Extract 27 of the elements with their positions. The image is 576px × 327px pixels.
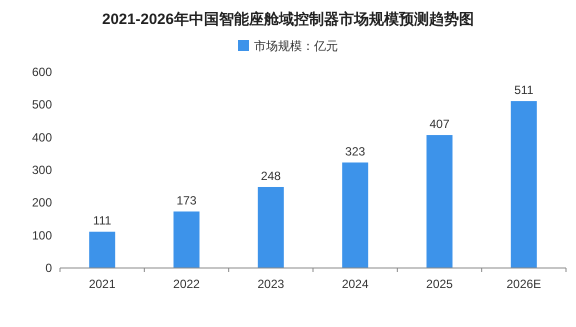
data-label: 511 <box>514 83 534 98</box>
bar <box>342 162 368 268</box>
y-tick-label: 300 <box>32 163 52 177</box>
y-tick-label: 400 <box>32 130 52 144</box>
bar <box>174 211 200 268</box>
x-tick-label: 2026E <box>506 277 542 291</box>
x-tick-label: 2024 <box>342 277 369 291</box>
y-tick-label: 600 <box>32 65 52 79</box>
x-tick-label: 2022 <box>173 277 200 291</box>
y-tick-label: 100 <box>32 228 52 242</box>
data-label: 111 <box>93 214 112 228</box>
x-tick-label: 2021 <box>88 277 116 291</box>
bar <box>258 186 284 268</box>
data-label: 173 <box>176 193 197 208</box>
x-tick-label: 2023 <box>257 277 285 291</box>
chart-title: 2021-2026年中国智能座舱域控制器市场规模预测趋势图 <box>102 10 474 28</box>
data-label: 323 <box>345 144 366 158</box>
y-tick-label: 500 <box>32 98 52 112</box>
bar <box>426 135 452 268</box>
x-tick-label: 2025 <box>426 277 454 291</box>
data-label: 248 <box>260 168 282 183</box>
bar <box>510 101 537 268</box>
data-label: 407 <box>429 117 450 132</box>
y-tick-label: 200 <box>32 196 52 210</box>
bar <box>89 232 116 268</box>
legend-label: 市场规模：亿元 <box>254 39 338 53</box>
y-tick-label: 0 <box>45 261 52 275</box>
